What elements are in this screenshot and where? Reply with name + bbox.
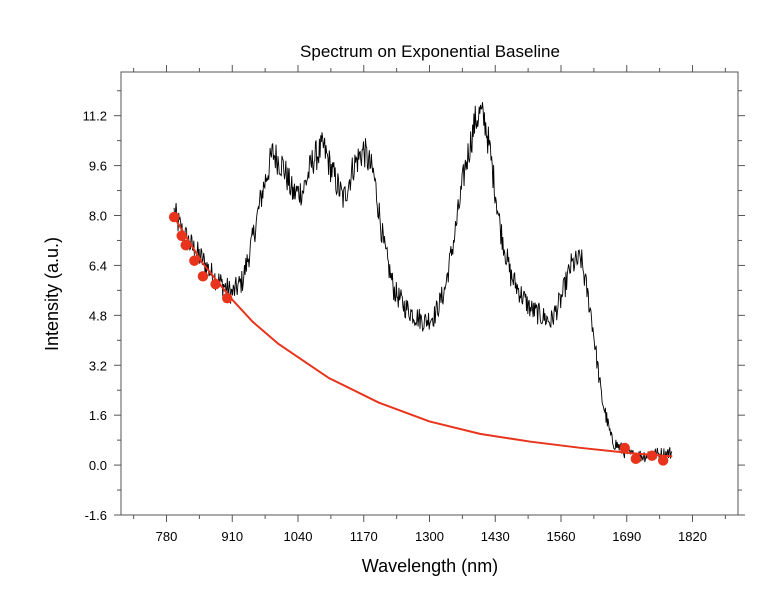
spectrum-line (173, 102, 673, 464)
x-tick-label: 1690 (612, 529, 641, 544)
x-tick-label: 1430 (481, 529, 510, 544)
y-tick-label: 8.0 (89, 209, 107, 224)
anchor-point (630, 453, 642, 465)
y-tick-label: 11.2 (83, 109, 107, 124)
anchor-point (210, 278, 221, 290)
y-tick-label: 9.6 (89, 159, 107, 174)
tick-labels: 780 910 1040 1170 1300 1430 1560 1690 1820 -1.6 0.… (83, 109, 707, 544)
y-tick-label: 4.8 (89, 308, 107, 323)
x-tick-label: 780 (156, 529, 178, 544)
anchor-point (646, 450, 658, 461)
x-tick-label: 1170 (350, 529, 378, 544)
plot-area (168, 102, 673, 466)
x-tick-label: 1820 (678, 529, 707, 544)
axis-ticks (114, 65, 745, 522)
x-tick-label: 1560 (547, 529, 576, 544)
x-tick-label: 1040 (284, 529, 313, 544)
x-tick-label: 910 (221, 529, 243, 544)
anchor-point (180, 239, 191, 251)
y-tick-label: 3.2 (89, 358, 107, 373)
y-tick-label: 6.4 (89, 258, 107, 273)
anchor-point (197, 271, 209, 282)
anchor-point (619, 442, 630, 454)
plot-frame (120, 71, 739, 516)
x-axis-label: Wavelength (nm) (362, 556, 498, 576)
y-tick-label: 0.0 (89, 458, 107, 473)
chart-title: Spectrum on Exponential Baseline (300, 42, 560, 61)
baseline-fit-line (173, 216, 673, 458)
anchor-point (176, 230, 187, 241)
y-tick-label: 1.6 (89, 408, 107, 423)
anchor-point (168, 211, 180, 223)
anchor-point (657, 455, 669, 466)
anchor-point (222, 292, 233, 304)
y-axis-label: Intensity (a.u.) (42, 237, 62, 351)
x-tick-label: 1300 (415, 529, 444, 544)
anchor-point (189, 255, 200, 266)
y-tick-label: -1.6 (85, 508, 107, 523)
